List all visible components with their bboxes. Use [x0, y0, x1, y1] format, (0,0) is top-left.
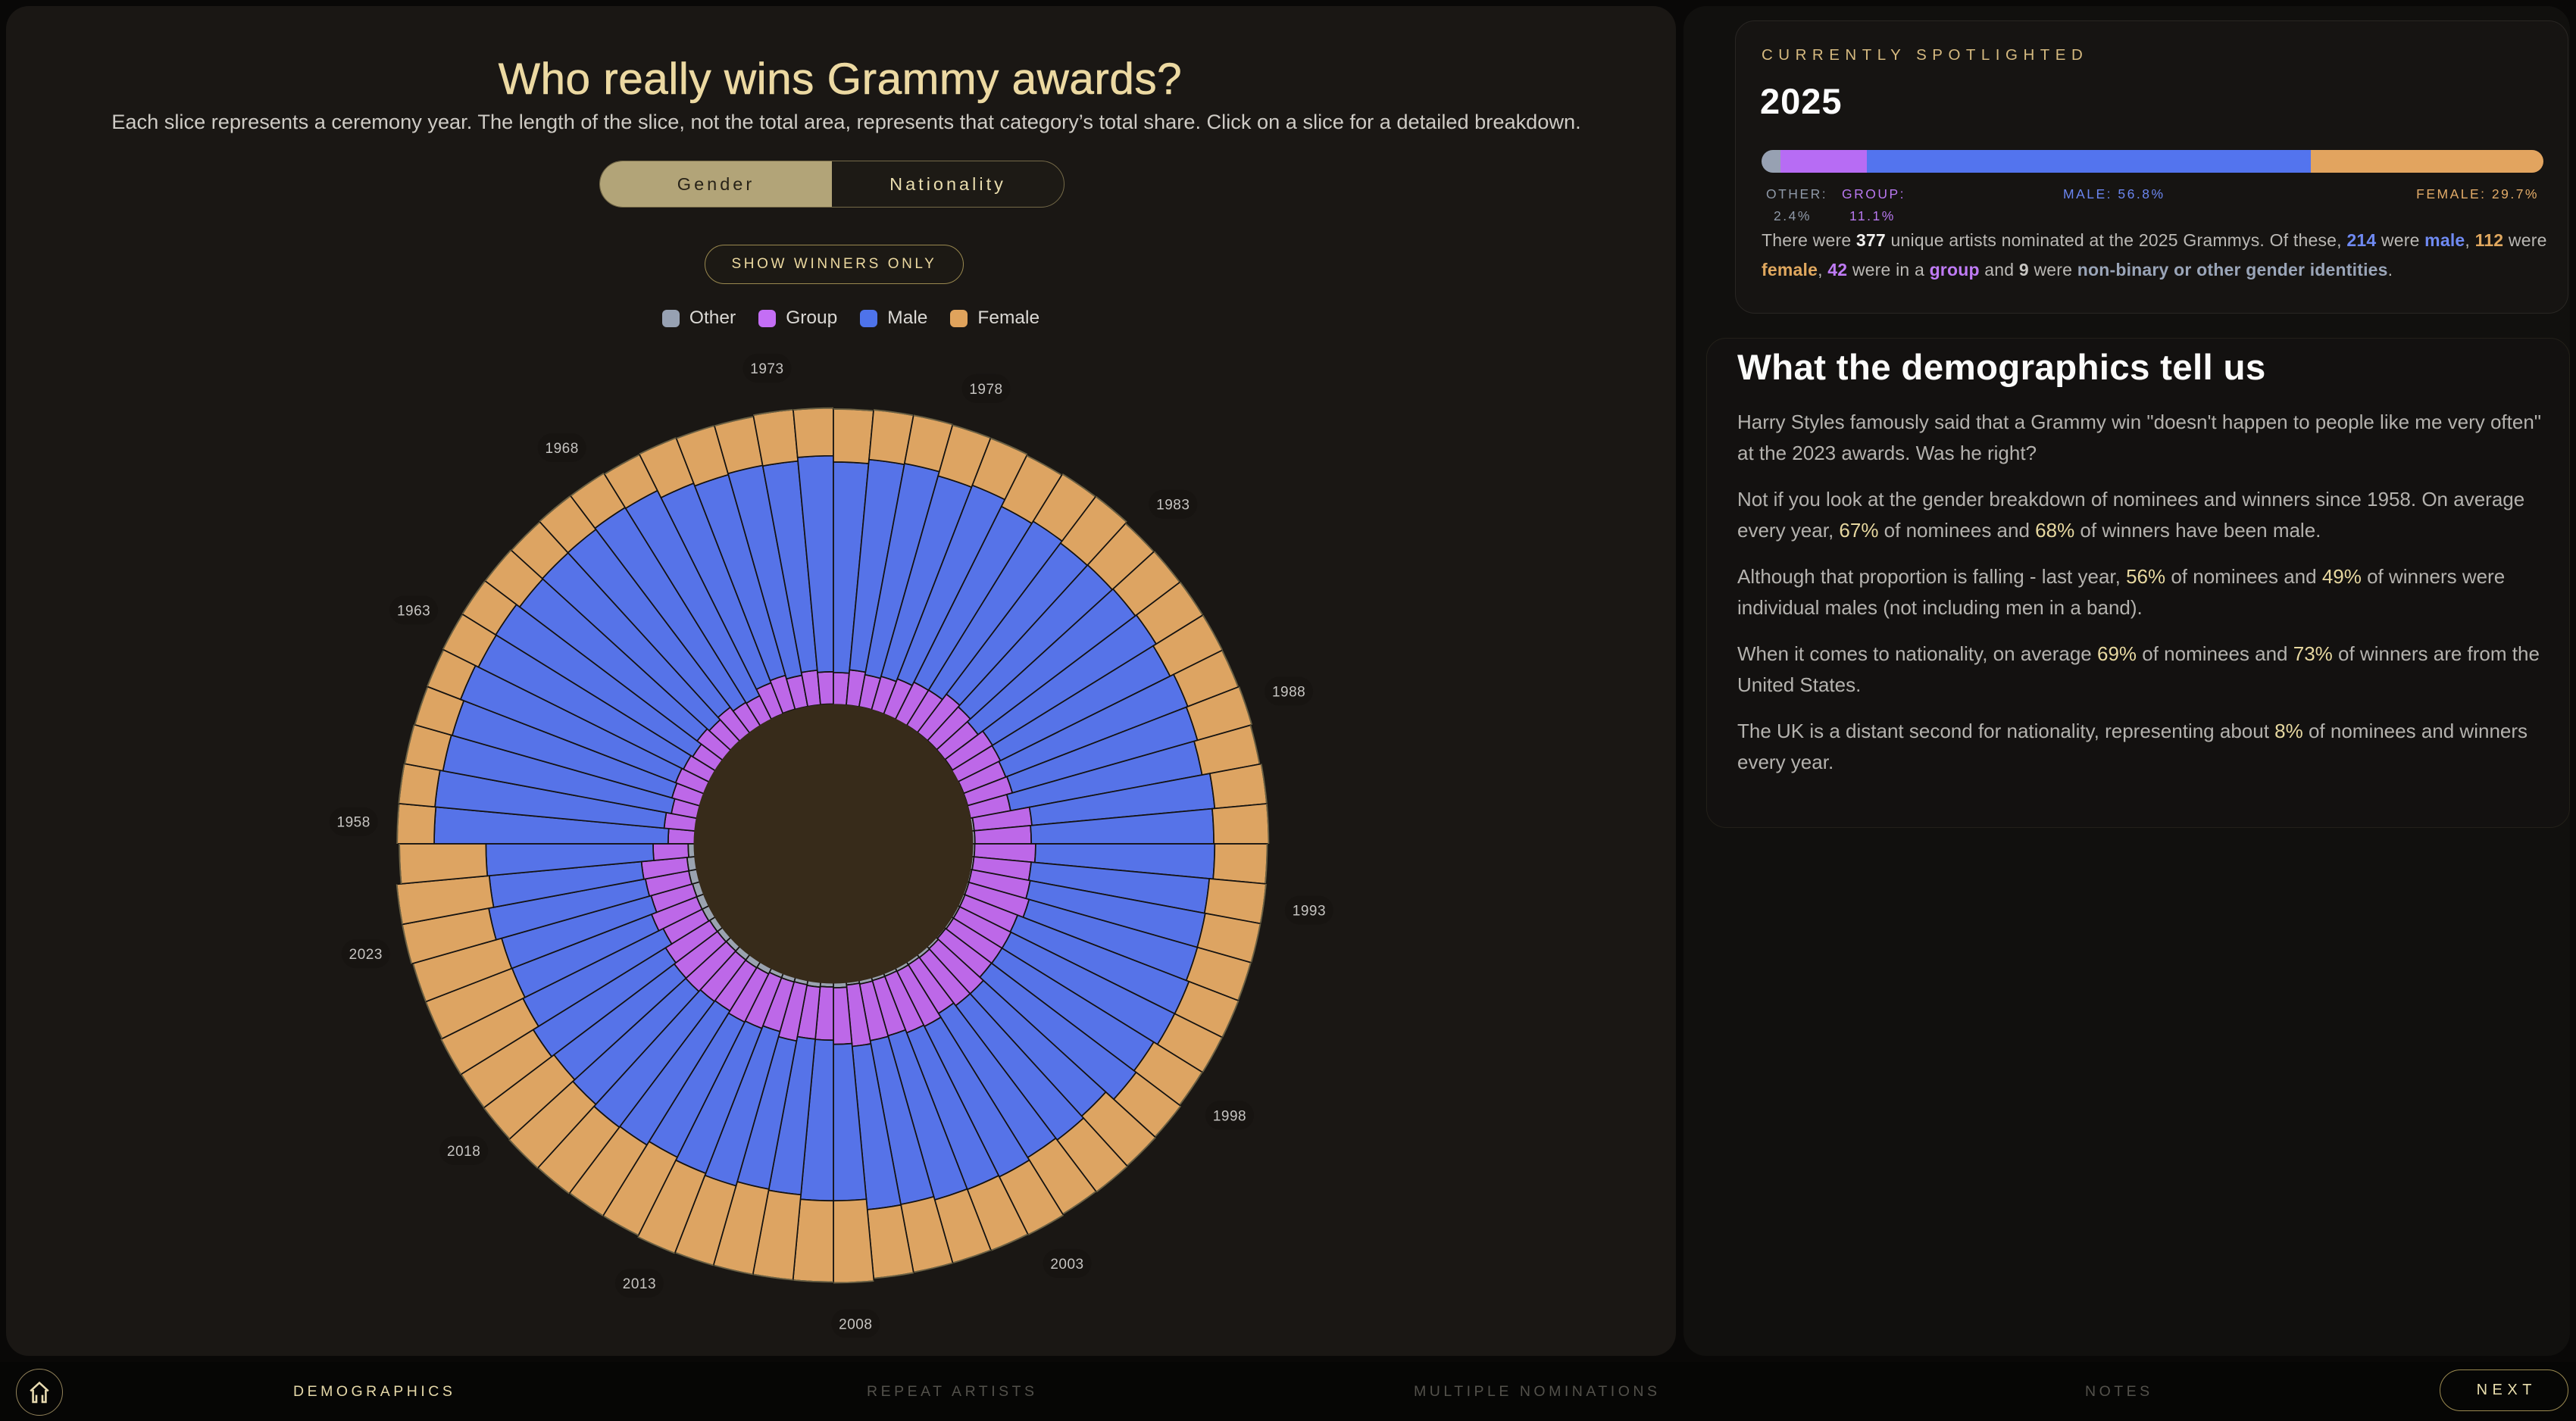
svg-text:1993: 1993	[1293, 904, 1326, 920]
svg-text:2008: 2008	[839, 1316, 872, 1332]
svg-text:1978: 1978	[969, 382, 1002, 398]
svg-text:1968: 1968	[546, 441, 579, 457]
svg-text:1983: 1983	[1156, 498, 1190, 514]
svg-text:2023: 2023	[349, 947, 383, 963]
svg-text:1988: 1988	[1272, 685, 1305, 701]
svg-text:1963: 1963	[397, 604, 430, 620]
svg-text:1973: 1973	[750, 361, 783, 377]
svg-text:1958: 1958	[337, 815, 370, 831]
svg-text:2013: 2013	[623, 1276, 656, 1292]
svg-text:2003: 2003	[1050, 1257, 1083, 1273]
svg-text:2018: 2018	[447, 1144, 480, 1160]
svg-text:1998: 1998	[1213, 1108, 1246, 1124]
